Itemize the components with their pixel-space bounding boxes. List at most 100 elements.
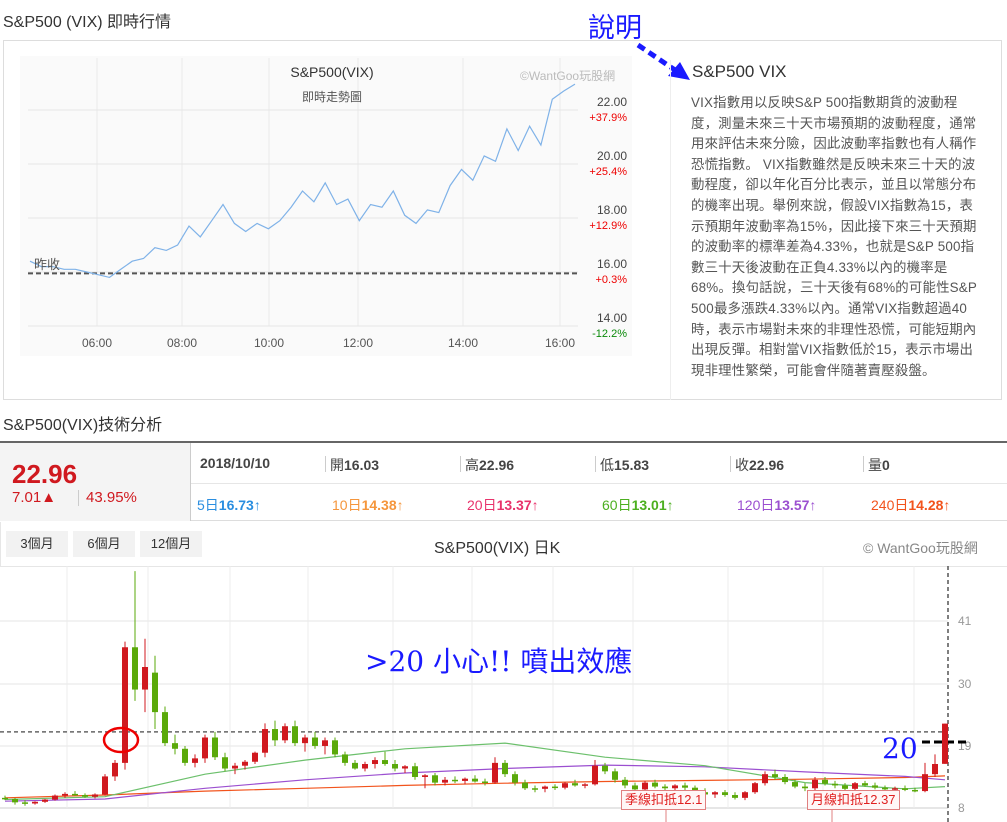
candle-body <box>942 723 948 764</box>
quote-field-value: 15.83 <box>614 457 650 473</box>
candle-body <box>612 771 618 780</box>
candle-body <box>232 765 238 769</box>
candle-body <box>152 672 158 713</box>
x-tick-label: 14:00 <box>448 336 478 350</box>
divider <box>460 456 461 472</box>
quote-field-label: 高 <box>465 457 479 473</box>
candle-body <box>582 784 588 786</box>
candle-body <box>482 781 488 783</box>
x-tick-label: 16:00 <box>545 336 575 350</box>
candle-body <box>912 789 918 792</box>
quote-field-value: 22.96 <box>479 457 515 473</box>
quote-field: 低15.83 <box>600 455 649 475</box>
quote-field-value: 22.96 <box>749 457 785 473</box>
kchart-toolbar: 3個月 6個月 12個月 S&P500(VIX) 日K © WantGoo玩股網 <box>0 522 1007 567</box>
divider <box>863 456 864 472</box>
candle-body <box>452 779 458 782</box>
candle-body <box>542 786 548 789</box>
candle-body <box>272 729 278 741</box>
candle-body <box>692 787 698 793</box>
candle-body <box>782 776 788 783</box>
ma-label: 120日 <box>737 497 775 513</box>
candle-body <box>562 783 568 788</box>
candle-body <box>472 778 478 782</box>
candle-body <box>432 775 438 783</box>
candle-body <box>32 801 38 804</box>
y-tick-pct: -12.2% <box>592 328 627 340</box>
candle-body <box>462 778 468 781</box>
candle-body <box>882 787 888 790</box>
range-3m-button[interactable]: 3個月 <box>6 531 68 557</box>
y-tick-price: 18.00 <box>597 203 627 217</box>
candle-body <box>822 779 828 784</box>
quote-field-label: 低 <box>600 457 614 473</box>
candle-body <box>602 765 608 772</box>
ma-value: 10日14.38↑ <box>332 495 404 515</box>
candle-body <box>342 754 348 763</box>
candle-body <box>72 793 78 796</box>
y-tick-pct: +37.9% <box>589 112 627 124</box>
y-tick-price: 20.00 <box>597 149 627 163</box>
candle-body <box>142 667 148 690</box>
kchart-watermark: © WantGoo玩股網 <box>863 540 978 556</box>
intraday-watermark: ©WantGoo玩股網 <box>520 69 616 83</box>
quote-bar: 22.96 7.01▲ 43.95% 2018/10/10 開16.03 高22.… <box>0 441 1007 521</box>
ma-number: 13.57↑ <box>774 497 817 513</box>
candle-body <box>552 786 558 789</box>
divider <box>78 490 79 506</box>
quote-field: 量0 <box>868 455 890 475</box>
candle-body <box>932 764 938 775</box>
price: 22.96 <box>12 459 78 489</box>
y-tick-price: 16.00 <box>597 257 627 271</box>
ma-value: 240日14.28↑ <box>871 495 950 515</box>
explain-label: 說明 <box>588 13 642 44</box>
intraday-panel <box>3 40 1002 400</box>
candle-body <box>922 774 928 792</box>
candle-body <box>742 792 748 798</box>
month-line-tag: 月線扣抵12.37 <box>807 790 900 810</box>
ma-label: 20日 <box>467 497 497 513</box>
price-line <box>29 83 576 279</box>
ma-value: 20日13.37↑ <box>467 495 539 515</box>
y-tick-price: 14.00 <box>597 311 627 325</box>
y-tick-label: 8 <box>958 801 965 815</box>
candle-body <box>502 762 508 775</box>
candle-body <box>62 793 68 796</box>
candle-body <box>892 788 898 790</box>
divider <box>191 483 1007 484</box>
x-tick-label: 08:00 <box>167 336 197 350</box>
candle-body <box>772 774 778 777</box>
range-6m-button[interactable]: 6個月 <box>73 531 135 557</box>
y-tick-pct: +25.4% <box>589 166 627 178</box>
candle-body <box>82 795 88 797</box>
ma-number: 16.73↑ <box>218 497 261 513</box>
ma-label: 10日 <box>332 497 362 513</box>
candle-body <box>242 761 248 766</box>
arrow-icon <box>636 42 690 80</box>
candle-body <box>182 748 188 763</box>
divider <box>595 456 596 472</box>
candle-body <box>412 766 418 777</box>
divider <box>670 60 671 400</box>
moving-average-line <box>4 764 946 802</box>
quote-field-value: 0 <box>882 457 890 473</box>
candle-body <box>292 726 298 744</box>
quote-summary: 22.96 7.01▲ 43.95% <box>0 443 191 521</box>
candle-body <box>22 802 28 804</box>
intraday-chart: 06:00 08:00 10:00 12:00 14:00 16:00 22.00 +37.9… <box>28 58 627 350</box>
intraday-subtitle: 即時走勢圖 <box>301 90 362 104</box>
quote-field-value: 16.03 <box>344 457 380 473</box>
candle-body <box>262 729 268 753</box>
quote-field-label: 量 <box>868 457 882 473</box>
candle-body <box>382 760 388 765</box>
candle-body <box>662 786 668 789</box>
tech-analysis-title: S&P500(VIX)技術分析 <box>3 417 163 434</box>
candle-body <box>2 797 8 800</box>
y-tick-pct: +12.9% <box>589 220 627 232</box>
x-tick-label: 12:00 <box>343 336 373 350</box>
candle-body <box>162 712 168 744</box>
candle-body <box>862 783 868 786</box>
candle-body <box>172 743 178 749</box>
range-12m-button[interactable]: 12個月 <box>140 531 202 557</box>
